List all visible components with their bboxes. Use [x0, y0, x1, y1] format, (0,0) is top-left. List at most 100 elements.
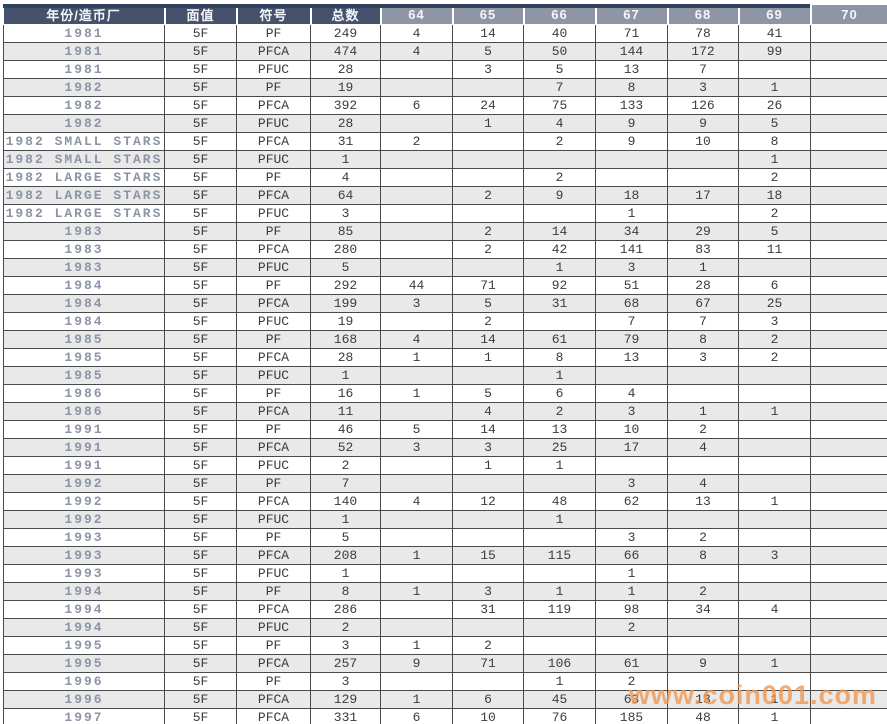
cell-designation: PFCA: [236, 186, 311, 205]
table-row: 1982 5F PFCA 392 6 24 75 133 126 26: [3, 96, 887, 115]
cell-grade-65: 3: [452, 582, 524, 601]
cell-grade-66: 42: [523, 240, 596, 259]
cell-designation: PFCA: [236, 438, 311, 457]
cell-designation: PF: [236, 276, 311, 295]
cell-total: 392: [310, 96, 381, 115]
cell-designation: PFCA: [236, 240, 311, 259]
cell-denomination: 5F: [164, 672, 237, 691]
cell-total: 249: [310, 24, 381, 43]
cell-denomination: 5F: [164, 312, 237, 331]
cell-total: 46: [310, 420, 381, 439]
cell-grade-70: [810, 330, 887, 349]
cell-grade-70: [810, 618, 887, 637]
cell-grade-70: [810, 402, 887, 421]
table-row: 1993 5F PFCA 208 1 15 115 66 8 3: [3, 546, 887, 565]
cell-grade-68: 172: [667, 42, 739, 61]
cell-grade-64: 9: [380, 654, 453, 673]
cell-grade-67: 3: [595, 474, 668, 493]
cell-grade-69: 3: [738, 312, 811, 331]
cell-grade-65: [452, 564, 524, 583]
cell-designation: PF: [236, 474, 311, 493]
cell-grade-68: 1: [667, 402, 739, 421]
cell-grade-65: [452, 204, 524, 223]
cell-grade-68: 2: [667, 528, 739, 547]
cell-grade-69: [738, 366, 811, 385]
cell-total: 5: [310, 528, 381, 547]
table-row: 1983 5F PFUC 5 1 3 1: [3, 258, 887, 277]
table-row: 1993 5F PF 5 3 2: [3, 528, 887, 547]
cell-denomination: 5F: [164, 276, 237, 295]
table-row: 1982 LARGE STARS 5F PFCA 64 2 9 18 17 18: [3, 186, 887, 205]
cell-grade-68: 83: [667, 240, 739, 259]
cell-designation: PFCA: [236, 294, 311, 313]
cell-grade-64: [380, 204, 453, 223]
cell-grade-68: 67: [667, 294, 739, 313]
cell-designation: PFCA: [236, 600, 311, 619]
cell-grade-66: 115: [523, 546, 596, 565]
cell-denomination: 5F: [164, 546, 237, 565]
cell-grade-65: 31: [452, 600, 524, 619]
cell-total: 85: [310, 222, 381, 241]
cell-total: 8: [310, 582, 381, 601]
cell-total: 16: [310, 384, 381, 403]
cell-grade-65: 6: [452, 690, 524, 709]
cell-grade-70: [810, 24, 887, 43]
cell-denomination: 5F: [164, 60, 237, 79]
cell-grade-67: [595, 636, 668, 655]
cell-grade-66: 40: [523, 24, 596, 43]
cell-grade-67: 10: [595, 420, 668, 439]
cell-grade-65: 14: [452, 420, 524, 439]
cell-grade-70: [810, 510, 887, 529]
cell-grade-68: 2: [667, 420, 739, 439]
year-mint-cell: 1983: [3, 222, 165, 241]
cell-designation: PFUC: [236, 150, 311, 169]
year-mint-cell: 1992: [3, 492, 165, 511]
cell-grade-65: [452, 618, 524, 637]
cell-grade-64: [380, 474, 453, 493]
cell-grade-67: 144: [595, 42, 668, 61]
cell-grade-70: [810, 708, 887, 724]
year-mint-cell: 1985: [3, 348, 165, 367]
cell-grade-66: 1: [523, 456, 596, 475]
cell-grade-70: [810, 276, 887, 295]
table-row: 1991 5F PFCA 52 3 3 25 17 4: [3, 438, 887, 457]
cell-grade-68: [667, 366, 739, 385]
table-row: 1982 5F PF 19 7 8 3 1: [3, 78, 887, 97]
cell-grade-66: 1: [523, 510, 596, 529]
cell-denomination: 5F: [164, 654, 237, 673]
cell-grade-64: 1: [380, 546, 453, 565]
cell-grade-68: 8: [667, 330, 739, 349]
cell-denomination: 5F: [164, 24, 237, 43]
cell-designation: PF: [236, 222, 311, 241]
cell-grade-65: 5: [452, 384, 524, 403]
cell-grade-66: [523, 474, 596, 493]
cell-total: 7: [310, 474, 381, 493]
table-row: 1982 5F PFUC 28 1 4 9 9 5: [3, 114, 887, 133]
cell-total: 2: [310, 456, 381, 475]
cell-grade-68: 29: [667, 222, 739, 241]
cell-designation: PF: [236, 582, 311, 601]
cell-grade-65: [452, 474, 524, 493]
cell-grade-70: [810, 96, 887, 115]
cell-grade-65: 2: [452, 312, 524, 331]
cell-grade-68: 7: [667, 312, 739, 331]
cell-denomination: 5F: [164, 636, 237, 655]
cell-grade-69: 5: [738, 222, 811, 241]
cell-grade-70: [810, 42, 887, 61]
cell-grade-67: 2: [595, 618, 668, 637]
cell-grade-64: [380, 600, 453, 619]
year-mint-cell: 1982 LARGE STARS: [3, 186, 165, 205]
year-mint-cell: 1991: [3, 456, 165, 475]
cell-grade-65: 2: [452, 636, 524, 655]
cell-grade-64: 44: [380, 276, 453, 295]
cell-grade-64: [380, 186, 453, 205]
cell-denomination: 5F: [164, 222, 237, 241]
cell-grade-65: [452, 528, 524, 547]
cell-grade-69: [738, 474, 811, 493]
cell-grade-66: [523, 312, 596, 331]
cell-grade-68: 4: [667, 474, 739, 493]
year-mint-cell: 1981: [3, 42, 165, 61]
cell-grade-67: 8: [595, 78, 668, 97]
table-row: 1981 5F PF 249 4 14 40 71 78 41: [3, 24, 887, 43]
cell-grade-70: [810, 366, 887, 385]
